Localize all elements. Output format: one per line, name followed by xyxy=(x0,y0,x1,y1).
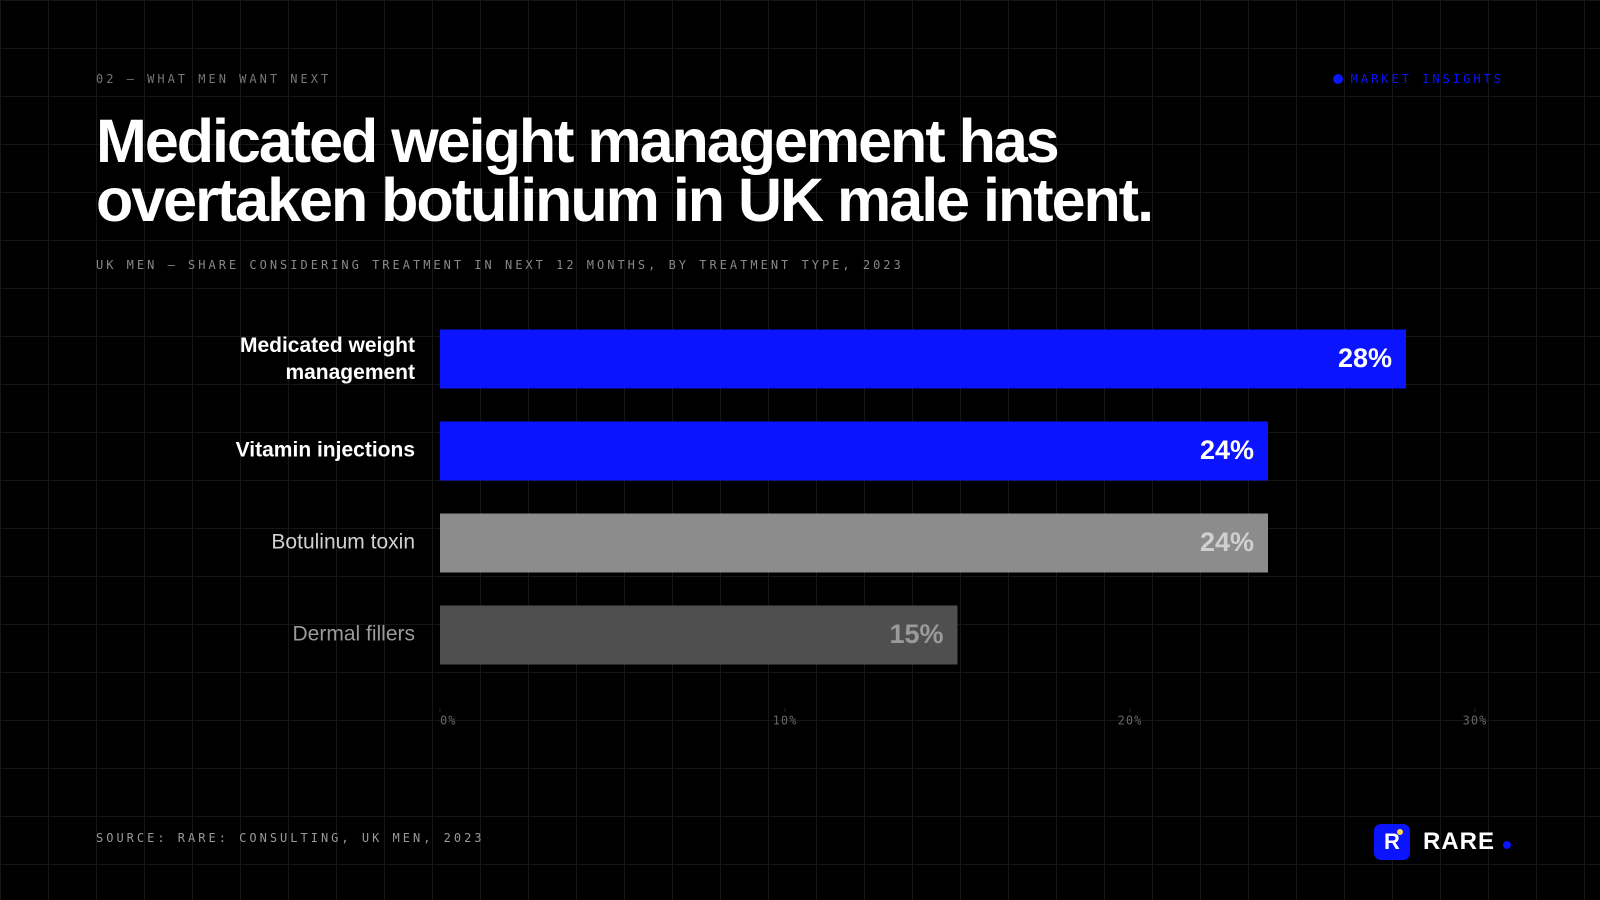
category-label: Botulinum toxin xyxy=(271,531,415,554)
value-label: 28% xyxy=(1338,343,1392,373)
chart-subtitle: UK MEN — SHARE CONSIDERING TREATMENT IN … xyxy=(96,258,904,272)
chart-title: Medicated weight management has overtake… xyxy=(96,107,1154,234)
category-label: Medicated weight management xyxy=(240,334,415,384)
bar xyxy=(440,513,1268,573)
x-tick-label: 0% xyxy=(440,714,456,728)
bar xyxy=(440,421,1268,481)
source: SOURCE: RARE: CONSULTING, UK MEN, 2023 xyxy=(96,831,485,845)
bar xyxy=(440,329,1406,389)
brand: RARE xyxy=(1423,828,1511,856)
x-tick-label: 20% xyxy=(1118,714,1143,728)
value-label: 24% xyxy=(1200,527,1254,557)
value-label: 24% xyxy=(1200,435,1254,465)
bar xyxy=(440,605,958,665)
kicker: 02 — WHAT MEN WANT NEXT xyxy=(96,72,332,86)
category-label: Vitamin injections xyxy=(236,439,415,462)
x-tick-label: 30% xyxy=(1463,714,1488,728)
x-tick-label: 10% xyxy=(773,714,798,728)
section-tag: MARKET INSIGHTS xyxy=(1333,72,1504,86)
value-label: 15% xyxy=(889,619,943,649)
category-label: Dermal fillers xyxy=(292,623,415,646)
logo: R xyxy=(1374,824,1410,860)
